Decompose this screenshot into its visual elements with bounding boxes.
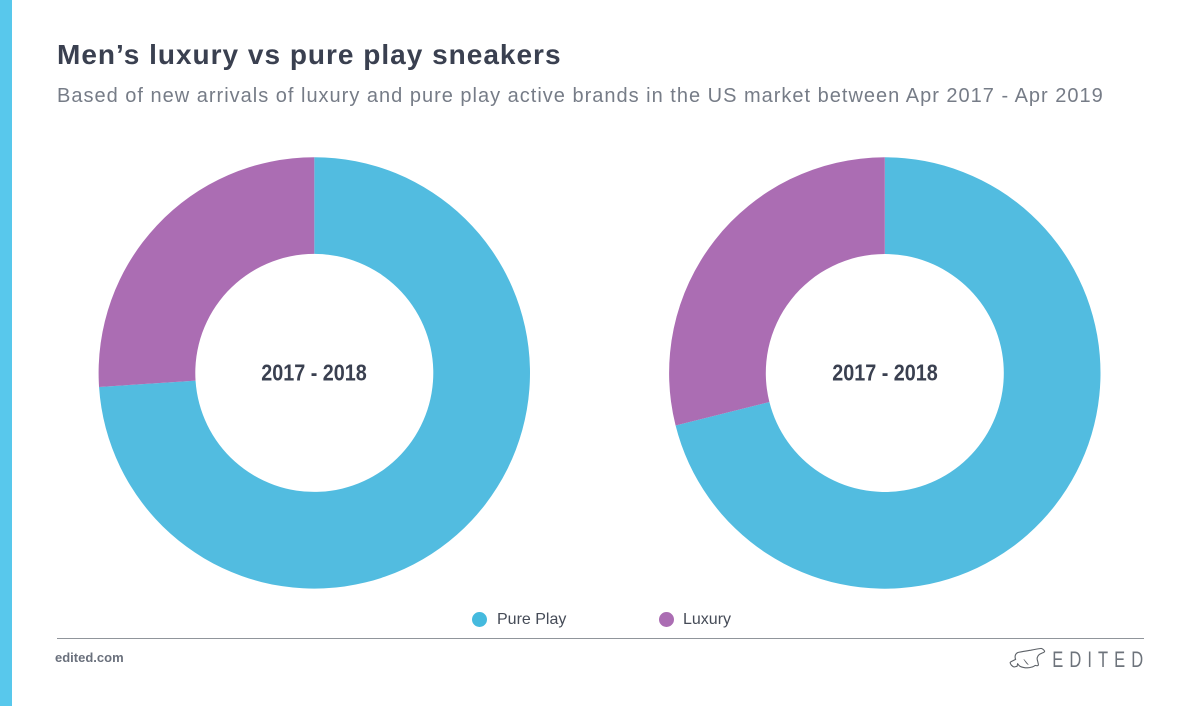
- svg-text:EDITED: EDITED: [1052, 648, 1149, 672]
